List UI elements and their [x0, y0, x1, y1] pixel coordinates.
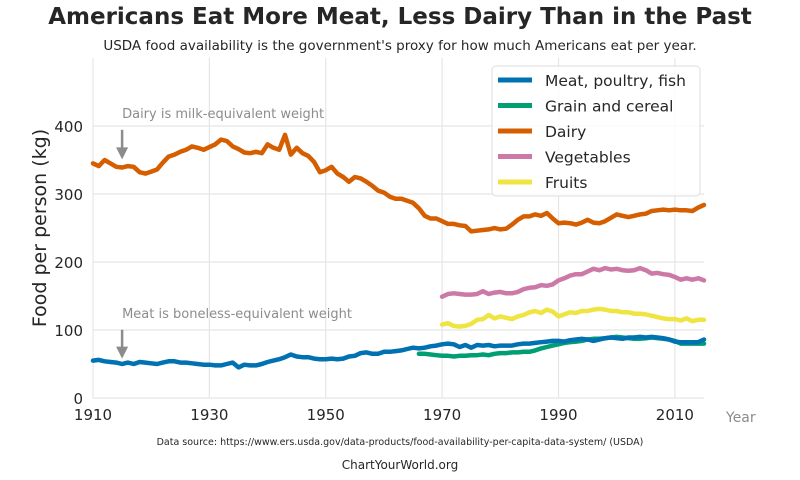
annotations: Dairy is milk-equivalent weight Meat is b…: [116, 107, 352, 359]
annotation-arrow-head: [116, 346, 129, 359]
chart-subtitle: USDA food availability is the government…: [103, 38, 697, 54]
y-tick-label: 100: [54, 322, 83, 340]
annotation-text: Meat is boneless-equivalent weight: [122, 307, 352, 322]
legend-label: Dairy: [545, 123, 586, 141]
legend-label: Fruits: [545, 174, 587, 192]
y-tick-label: 300: [54, 186, 83, 204]
annotation-arrow-head: [116, 147, 129, 160]
legend: Meat, poultry, fish Grain and cereal Dairy…: [491, 65, 701, 197]
x-tick-label: 1950: [307, 406, 345, 424]
x-tick-label: 1970: [423, 406, 461, 424]
series-lines: [90, 132, 707, 370]
series-line-meat-poultry-fish: [90, 334, 707, 370]
series-line-fruits: [439, 306, 707, 329]
legend-box: [491, 65, 701, 197]
legend-label: Grain and cereal: [545, 98, 673, 116]
data-source: Data source: https://www.ers.usda.gov/da…: [156, 437, 644, 448]
y-tick-label: 0: [73, 390, 83, 408]
x-axis-label: Year: [725, 410, 756, 426]
y-tick-label: 200: [54, 254, 83, 272]
x-tick-label: 1910: [74, 406, 112, 424]
series-line-dairy: [90, 132, 707, 234]
chart-title: Americans Eat More Meat, Less Dairy Than…: [48, 4, 752, 30]
footer-credit: ChartYourWorld.org: [341, 458, 459, 472]
axes: 0 100 200 300 400 1910 1930 1950 1970 1990 2010 Yea…: [29, 118, 756, 426]
x-tick-label: 2010: [656, 406, 694, 424]
x-tick-label: 1930: [190, 406, 228, 424]
annotation-text: Dairy is milk-equivalent weight: [122, 107, 324, 122]
y-tick-label: 400: [54, 118, 83, 136]
y-axis-label: Food per person (kg): [29, 129, 51, 327]
legend-label: Meat, poultry, fish: [545, 72, 686, 90]
x-tick-label: 1990: [539, 406, 577, 424]
series-line-vegetables: [439, 265, 707, 299]
legend-label: Vegetables: [545, 149, 631, 167]
